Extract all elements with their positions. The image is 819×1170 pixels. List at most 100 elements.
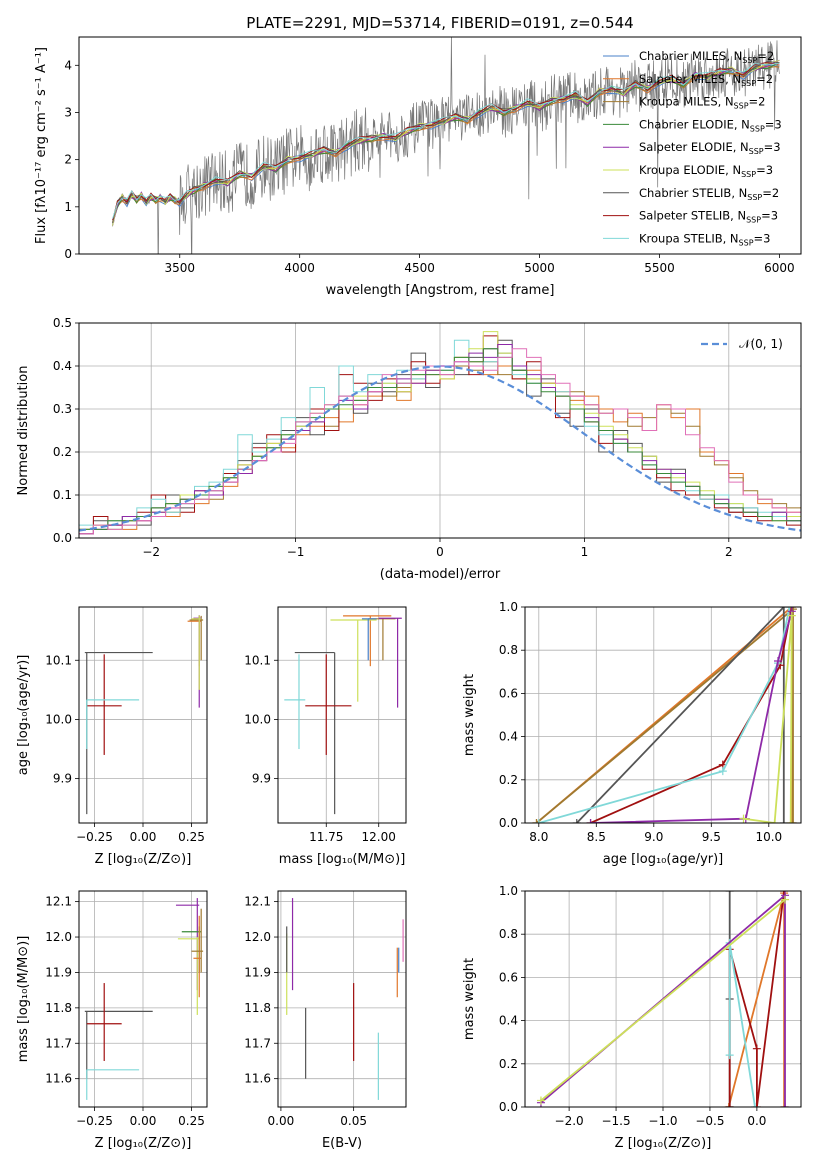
weight-point-marker: [781, 895, 790, 904]
x-tick-label: −1.5: [601, 1114, 630, 1128]
x-tick-label: −1: [287, 545, 305, 559]
y-tick-label: 12.1: [45, 895, 72, 909]
weight-point-marker: [787, 611, 796, 620]
panels: 3500 4000 4500 5000 5500 6000 0 1 2 3 4 wavelength …: [16, 36, 802, 1151]
x-tick-label: 0.00: [268, 1114, 295, 1128]
x-tick-label: −2: [142, 545, 160, 559]
weight-point-marker: [779, 607, 788, 611]
y-tick-label: 2: [64, 153, 72, 167]
x-tick-label: 0.00: [130, 1114, 157, 1128]
legend-label-suffix: =3: [765, 117, 782, 131]
weight-point-marker: [770, 819, 779, 823]
weight-line: [743, 615, 793, 823]
plot-area-weight_vs_age: [532, 607, 797, 823]
x-tick-label: 5500: [644, 261, 675, 275]
legend-entry-label: Chabrier ELODIE, NSSP=3: [639, 117, 782, 133]
y-axis-label: mass weight: [462, 674, 477, 756]
legend-label-sub: SSP: [749, 147, 764, 156]
legend-label-sub: SSP: [747, 193, 762, 202]
y-tick-label: 0.2: [499, 773, 518, 787]
x-tick-label: 9.5: [702, 830, 721, 844]
y-tick-label: 11.9: [45, 965, 72, 979]
y-tick-label: 0.4: [53, 359, 72, 373]
x-tick-label: 8.5: [587, 830, 606, 844]
x-tick-label: −0.5: [695, 1114, 724, 1128]
y-tick-label: 0.2: [53, 445, 72, 459]
y-tick-label: 0.4: [499, 730, 518, 744]
chart-age_vs_mass: 11.75 12.00 9.9 10.0 10.1 mass [log₁₀(M/M⊙)]: [244, 606, 407, 867]
legend-entry-label: Chabrier STELIB, NSSP=2: [639, 186, 779, 202]
y-tick-label: 0.6: [499, 686, 518, 700]
chart-mass_vs_z: −0.25 0.00 0.25 11.6 11.7 11.8 11.9 12.0 12.1 Z […: [16, 890, 208, 1151]
y-tick-label: 0.4: [499, 1014, 518, 1028]
axes-frame: [277, 890, 407, 1108]
weight-line: [576, 607, 785, 823]
weight-point-marker: [724, 1103, 733, 1107]
weight-point-marker: [752, 1044, 761, 1053]
legend-entry-label: Kroupa MILES, NSSP=2: [639, 95, 765, 111]
chart-weight_vs_z: −2.0 −1.5 −1.0 −0.5 0.0 0.0 0.2 0.4 0.6 0.8 1.0 Z […: [462, 884, 802, 1151]
y-tick-label: 11.9: [244, 965, 271, 979]
weight-point-marker: [725, 891, 734, 895]
legend-entry-label: Chabrier MILES, NSSP=2: [639, 49, 774, 65]
legend-label-suffix: =2: [762, 186, 779, 200]
data-spectrum-line: [112, 37, 780, 254]
weight-point-marker: [532, 819, 541, 823]
plot-area-spectrum: [112, 37, 780, 254]
y-tick-label: 0.0: [53, 531, 72, 545]
model-line: [112, 62, 780, 219]
legend-label-suffix: =3: [754, 231, 771, 245]
y-tick-label: 12.1: [244, 895, 271, 909]
x-tick-label: 11.75: [309, 830, 343, 844]
x-tick-label: 6000: [764, 261, 795, 275]
x-axis-label: Z [log₁₀(Z/Z⊙)]: [95, 852, 192, 867]
y-tick-label: 11.6: [244, 1072, 271, 1086]
x-tick-label: −0.25: [76, 830, 113, 844]
x-tick-label: 0.25: [178, 830, 205, 844]
weight-point-marker: [785, 607, 794, 611]
plot-area-residuals: [79, 331, 801, 535]
legend-normal-label: 𝒩(0, 1): [739, 337, 783, 351]
x-tick-label: 12.00: [362, 830, 396, 844]
x-tick-label: 4500: [404, 261, 435, 275]
y-axis-label: age [log₁₀(age/yr)]: [16, 655, 31, 776]
x-tick-label: 1: [581, 545, 589, 559]
weight-point-marker: [780, 891, 789, 895]
x-axis-label: Z [log₁₀(Z/Z⊙)]: [615, 1136, 712, 1151]
legend-label-main: Kroupa ELODIE, N: [639, 163, 741, 177]
y-tick-label: 1.0: [499, 884, 518, 898]
y-tick-label: 0: [64, 247, 72, 261]
y-tick-label: 11.7: [45, 1036, 72, 1050]
legend-label-main: Chabrier ELODIE, N: [639, 117, 750, 131]
legend-label-main: Kroupa STELIB, N: [639, 231, 739, 245]
axes-frame: [277, 606, 407, 824]
legend-entry-label: Kroupa STELIB, NSSP=3: [639, 231, 770, 247]
y-tick-label: 9.9: [252, 772, 271, 786]
weight-line: [538, 607, 791, 823]
x-tick-label: 5000: [524, 261, 555, 275]
y-tick-label: 1.0: [499, 600, 518, 614]
plot-area-age_vs_mass: [284, 615, 402, 815]
plot-area-age_vs_z: [84, 615, 204, 815]
legend-entry-label: Salpeter STELIB, NSSP=3: [639, 209, 778, 225]
y-tick-label: 10.1: [244, 653, 271, 667]
legend-label-sub: SSP: [742, 56, 757, 65]
legend-label-suffix: =3: [756, 163, 773, 177]
figure-title: PLATE=2291, MJD=53714, FIBERID=0191, z=0…: [246, 14, 633, 32]
weight-point-marker: [586, 819, 595, 823]
legend-label-sub: SSP: [739, 238, 754, 247]
weight-point-marker: [534, 819, 543, 823]
weight-line: [590, 607, 793, 823]
y-tick-label: 1: [64, 200, 72, 214]
weight-point-marker: [787, 819, 796, 823]
legend-label-main: Salpeter ELODIE, N: [639, 140, 749, 154]
y-tick-label: 11.7: [244, 1036, 271, 1050]
x-tick-label: 0.25: [178, 1114, 205, 1128]
y-tick-label: 12.0: [244, 930, 271, 944]
x-tick-label: 0.0: [747, 1114, 766, 1128]
legend-label-main: Chabrier STELIB, N: [639, 186, 747, 200]
weight-point-marker: [725, 1051, 734, 1060]
y-axis-label: mass weight: [462, 958, 477, 1040]
weight-point-marker: [788, 819, 797, 823]
legend-label-sub: SSP: [741, 79, 756, 88]
